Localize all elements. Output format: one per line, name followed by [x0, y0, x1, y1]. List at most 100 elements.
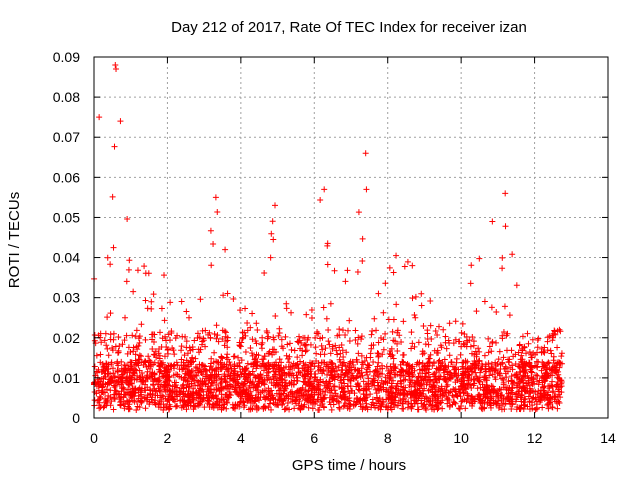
data-point [465, 392, 472, 399]
data-point [402, 384, 409, 391]
data-point [147, 386, 154, 393]
data-point [446, 402, 453, 409]
data-point [249, 399, 256, 406]
data-point [114, 367, 121, 374]
data-point [429, 362, 436, 369]
data-point [223, 354, 230, 361]
data-point [411, 343, 418, 350]
data-point [297, 345, 304, 352]
data-point [533, 371, 540, 378]
data-point [405, 373, 412, 380]
data-point [295, 339, 302, 346]
data-point [558, 353, 565, 360]
data-point [142, 387, 149, 394]
data-point [165, 406, 172, 413]
data-point [495, 356, 502, 363]
data-point [260, 393, 267, 400]
data-point [400, 359, 407, 366]
y-tick-label: 0.02 [53, 330, 80, 346]
data-point [199, 396, 206, 403]
data-point [329, 365, 336, 372]
data-point [157, 329, 164, 336]
data-point [500, 354, 507, 361]
data-point [423, 370, 430, 377]
data-point [255, 405, 262, 412]
data-point [292, 397, 299, 404]
data-point [125, 344, 132, 351]
data-point [489, 218, 496, 225]
data-point [287, 389, 294, 396]
data-point [258, 374, 265, 381]
data-point [398, 339, 405, 346]
data-point [344, 382, 351, 389]
data-point [380, 346, 387, 353]
data-point [180, 388, 187, 395]
data-point [447, 388, 454, 395]
data-point [411, 312, 418, 319]
data-point [214, 332, 221, 339]
data-point [227, 362, 234, 369]
data-point [433, 379, 440, 386]
data-point [452, 318, 459, 325]
data-point [104, 314, 111, 321]
data-point [291, 347, 298, 354]
data-point [542, 375, 549, 382]
data-point [506, 384, 513, 391]
data-point [395, 387, 402, 394]
data-point [437, 365, 444, 372]
data-point [294, 388, 301, 395]
x-tick-label: 12 [527, 430, 543, 446]
data-point [482, 363, 489, 370]
data-point [519, 333, 526, 340]
data-point [132, 389, 139, 396]
data-point [499, 265, 506, 272]
data-point [363, 354, 370, 361]
data-point [457, 351, 464, 358]
data-point [109, 193, 116, 200]
data-point [110, 406, 117, 413]
data-point [212, 392, 219, 399]
data-point [406, 382, 413, 389]
data-point [525, 340, 532, 347]
data-point [399, 358, 406, 365]
data-point [391, 393, 398, 400]
data-point [363, 369, 370, 376]
data-point [110, 382, 117, 389]
data-point [131, 393, 138, 400]
data-point [558, 378, 565, 385]
data-point [130, 348, 137, 355]
data-point [442, 375, 449, 382]
data-point [530, 350, 537, 357]
data-point [161, 371, 168, 378]
data-point [218, 379, 225, 386]
data-point [328, 372, 335, 379]
data-point [231, 405, 238, 412]
data-point [207, 360, 214, 367]
data-point [502, 223, 509, 230]
data-point [212, 194, 219, 201]
plot-frame [93, 56, 609, 419]
data-point [504, 394, 511, 401]
data-point [496, 385, 503, 392]
data-point [475, 358, 482, 365]
data-point [414, 378, 421, 385]
data-point [263, 372, 270, 379]
data-point [544, 391, 551, 398]
data-point [400, 390, 407, 397]
data-point [284, 341, 291, 348]
data-point [373, 369, 380, 376]
data-point [441, 356, 448, 363]
data-point [434, 331, 441, 338]
data-point [527, 389, 534, 396]
data-point [315, 391, 322, 398]
data-point [334, 351, 341, 358]
data-point [403, 390, 410, 397]
data-point [374, 350, 381, 357]
data-point [97, 351, 104, 358]
data-point [379, 362, 386, 369]
data-point [283, 405, 290, 412]
data-point [383, 386, 390, 393]
data-point [476, 255, 483, 262]
data-point [169, 389, 176, 396]
data-point [441, 376, 448, 383]
